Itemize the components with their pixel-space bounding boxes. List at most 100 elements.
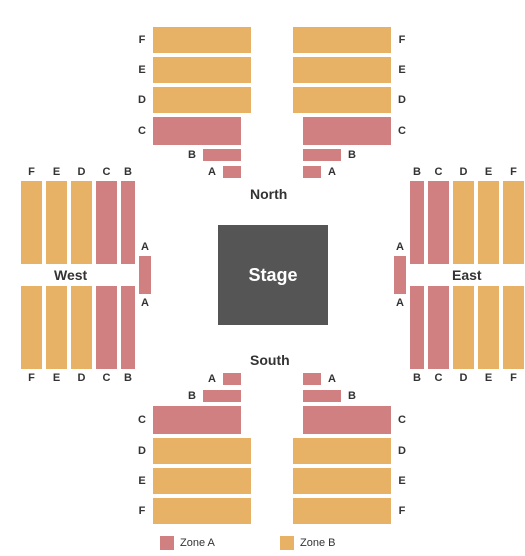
east-label-B-bot: B <box>411 372 423 384</box>
north-row-F-right <box>292 26 392 54</box>
west-row-C-top <box>95 180 118 265</box>
north-row-A-left <box>222 165 242 179</box>
south-label-D-left: D <box>136 445 148 457</box>
east-row-F-top <box>502 180 525 265</box>
stage-block: Stage <box>218 225 328 325</box>
south-row-B-right <box>302 389 342 403</box>
south-label-C-left: C <box>136 414 148 426</box>
south-row-E-left <box>152 467 252 495</box>
south-label-C-right: C <box>396 414 408 426</box>
north-row-C-left <box>152 116 242 146</box>
legend-swatch-b <box>280 536 294 550</box>
east-row-D-bot <box>452 285 475 370</box>
south-row-D-right <box>292 437 392 465</box>
north-label-A-left: A <box>206 166 218 178</box>
east-label: East <box>448 267 486 283</box>
north-label-E-left: E <box>136 64 148 76</box>
west-label-A-bot: A <box>139 297 151 309</box>
west-row-E-bot <box>45 285 68 370</box>
south-row-B-left <box>202 389 242 403</box>
south-label-F-right: F <box>396 505 408 517</box>
north-label-B-right: B <box>346 149 358 161</box>
west-label-B-top: B <box>122 166 134 178</box>
south-row-A-right <box>302 372 322 386</box>
north-label-D-right: D <box>396 94 408 106</box>
south-label-A-left: A <box>206 373 218 385</box>
north-label-D-left: D <box>136 94 148 106</box>
east-label-C-bot: C <box>433 372 445 384</box>
west-row-D-top <box>70 180 93 265</box>
east-row-B-top <box>409 180 425 265</box>
legend-text-a: Zone A <box>180 537 215 549</box>
legend-zone-a: Zone A <box>160 536 215 550</box>
east-label-A-top: A <box>394 241 406 253</box>
west-label-D-top: D <box>76 166 88 178</box>
north-label-B-left: B <box>186 149 198 161</box>
north-label-E-right: E <box>396 64 408 76</box>
west-row-A <box>138 255 152 295</box>
west-label-F-top: F <box>26 166 38 178</box>
legend-zone-b: Zone B <box>280 536 335 550</box>
north-row-D-right <box>292 86 392 114</box>
legend-swatch-a <box>160 536 174 550</box>
stage-label: Stage <box>248 265 297 286</box>
east-label-F-top: F <box>508 166 520 178</box>
east-row-D-top <box>452 180 475 265</box>
west-label-B-bot: B <box>122 372 134 384</box>
west-label-E-bot: E <box>51 372 63 384</box>
north-row-E-right <box>292 56 392 84</box>
east-label-D-top: D <box>458 166 470 178</box>
south-label-F-left: F <box>136 505 148 517</box>
east-row-E-top <box>477 180 500 265</box>
seating-chart: StageNorthSouthWestEastAABBCCDDEEFFAABBC… <box>0 0 525 556</box>
north-row-C-right <box>302 116 392 146</box>
north-row-B-left <box>202 148 242 162</box>
west-row-D-bot <box>70 285 93 370</box>
west-row-E-top <box>45 180 68 265</box>
north-label-C-left: C <box>136 125 148 137</box>
west-row-C-bot <box>95 285 118 370</box>
north-label-F-right: F <box>396 34 408 46</box>
east-row-B-bot <box>409 285 425 370</box>
north-label: North <box>250 186 287 202</box>
east-row-F-bot <box>502 285 525 370</box>
legend-text-b: Zone B <box>300 537 335 549</box>
east-row-C-bot <box>427 285 450 370</box>
west-label-F-bot: F <box>26 372 38 384</box>
north-label-A-right: A <box>326 166 338 178</box>
south-label-B-right: B <box>346 390 358 402</box>
east-label-E-bot: E <box>483 372 495 384</box>
east-label-A-bot: A <box>394 297 406 309</box>
north-label-C-right: C <box>396 125 408 137</box>
west-row-B-bot <box>120 285 136 370</box>
west-label-D-bot: D <box>76 372 88 384</box>
south-label-B-left: B <box>186 390 198 402</box>
north-row-E-left <box>152 56 252 84</box>
east-row-E-bot <box>477 285 500 370</box>
east-label-F-bot: F <box>508 372 520 384</box>
west-label: West <box>50 267 91 283</box>
south-row-E-right <box>292 467 392 495</box>
north-row-B-right <box>302 148 342 162</box>
west-label-C-top: C <box>101 166 113 178</box>
north-row-F-left <box>152 26 252 54</box>
east-row-C-top <box>427 180 450 265</box>
west-row-F-top <box>20 180 43 265</box>
south-row-A-left <box>222 372 242 386</box>
south-label-A-right: A <box>326 373 338 385</box>
west-label-E-top: E <box>51 166 63 178</box>
south-label-D-right: D <box>396 445 408 457</box>
north-label-F-left: F <box>136 34 148 46</box>
south-row-F-left <box>152 497 252 525</box>
east-label-B-top: B <box>411 166 423 178</box>
east-label-C-top: C <box>433 166 445 178</box>
south-label: South <box>250 352 290 368</box>
south-row-F-right <box>292 497 392 525</box>
west-label-A-top: A <box>139 241 151 253</box>
east-label-D-bot: D <box>458 372 470 384</box>
south-row-D-left <box>152 437 252 465</box>
south-label-E-left: E <box>136 475 148 487</box>
west-row-B-top <box>120 180 136 265</box>
west-row-F-bot <box>20 285 43 370</box>
east-label-E-top: E <box>483 166 495 178</box>
